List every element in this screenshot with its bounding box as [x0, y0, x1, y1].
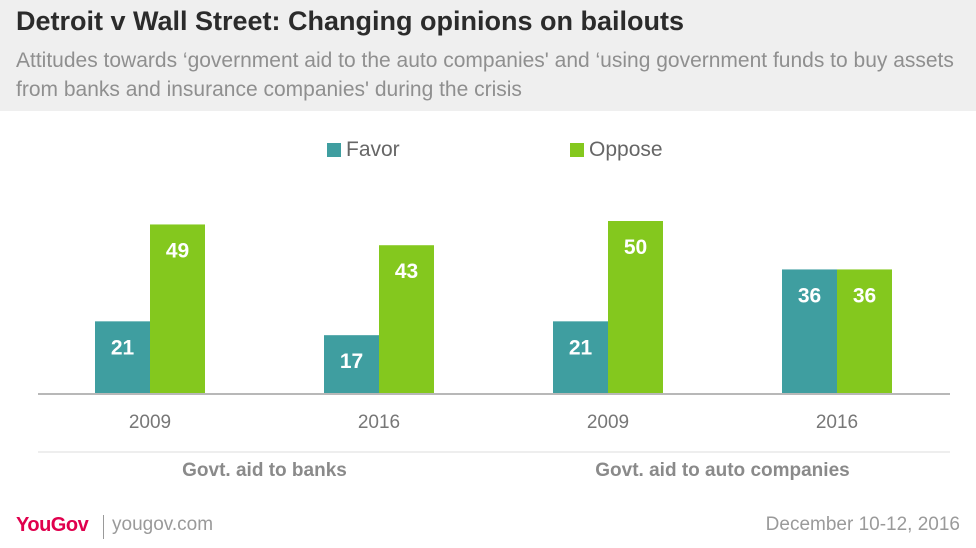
legend-item-favor: Favor	[327, 138, 400, 162]
bar-oppose	[379, 245, 434, 394]
legend-label-favor: Favor	[346, 138, 400, 161]
bar-favor	[95, 321, 150, 394]
bar-oppose	[608, 221, 663, 394]
legend-item-oppose: Oppose	[570, 138, 663, 162]
data-label-favor: 21	[111, 336, 135, 359]
x-tick-label: 2009	[587, 412, 629, 433]
footer-site: yougov.com	[112, 514, 214, 535]
x-tick-label: 2016	[816, 412, 858, 433]
chart-subtitle: Attitudes towards ‘government aid to the…	[16, 49, 954, 101]
legend: Favor Oppose	[0, 138, 976, 164]
bar-favor	[782, 269, 837, 394]
bar-oppose	[837, 269, 892, 394]
x-tick-label: 2009	[129, 412, 171, 433]
x-tick-label: 2016	[358, 412, 400, 433]
header-band: Detroit v Wall Street: Changing opinions…	[0, 0, 976, 111]
data-label-favor: 21	[569, 336, 593, 359]
legend-label-oppose: Oppose	[589, 138, 663, 161]
bar-favor	[553, 321, 608, 394]
data-label-favor: 36	[798, 284, 821, 307]
bar-oppose	[150, 224, 205, 394]
group-label: Govt. aid to auto companies	[595, 460, 849, 481]
legend-swatch-oppose	[570, 143, 584, 157]
data-label-oppose: 49	[166, 239, 189, 262]
data-label-oppose: 50	[624, 236, 647, 259]
footer-date: December 10-12, 2016	[765, 514, 960, 535]
data-label-favor: 17	[340, 350, 363, 373]
data-label-oppose: 36	[853, 284, 876, 307]
legend-swatch-favor	[327, 143, 341, 157]
chart-title: Detroit v Wall Street: Changing opinions…	[16, 6, 684, 36]
group-label: Govt. aid to banks	[182, 460, 347, 481]
yougov-logo: YouGov	[16, 514, 89, 536]
footer-divider	[103, 515, 104, 539]
data-label-oppose: 43	[395, 260, 418, 283]
bar-favor	[324, 335, 379, 394]
